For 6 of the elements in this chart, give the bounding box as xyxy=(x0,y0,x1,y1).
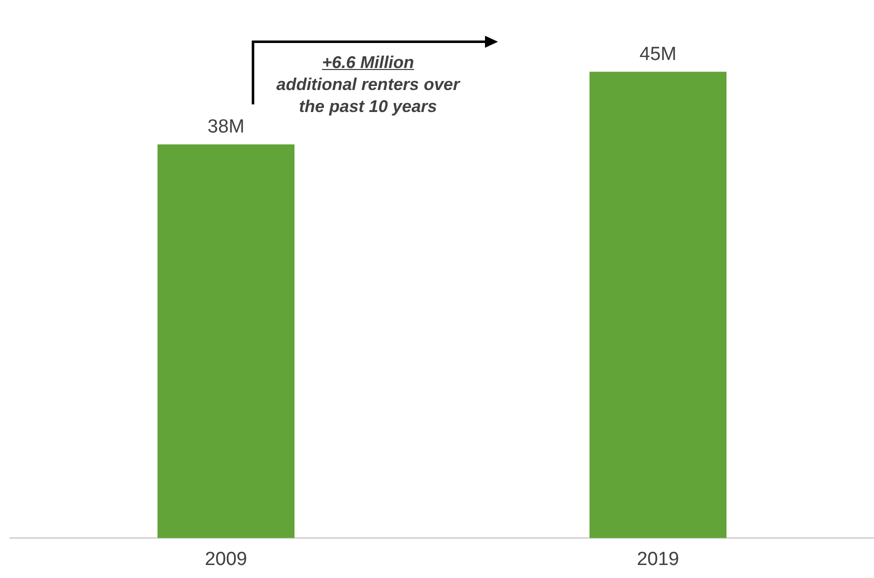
text: +6.6 Million xyxy=(320,52,416,74)
data-label: 38M xyxy=(208,116,244,138)
data-label: 45M xyxy=(640,44,676,65)
annotation: additional renters over the past 10 years xyxy=(276,74,460,116)
x-tick-label: 2009 xyxy=(204,549,248,570)
x-tick-label: 2019 xyxy=(636,549,680,570)
